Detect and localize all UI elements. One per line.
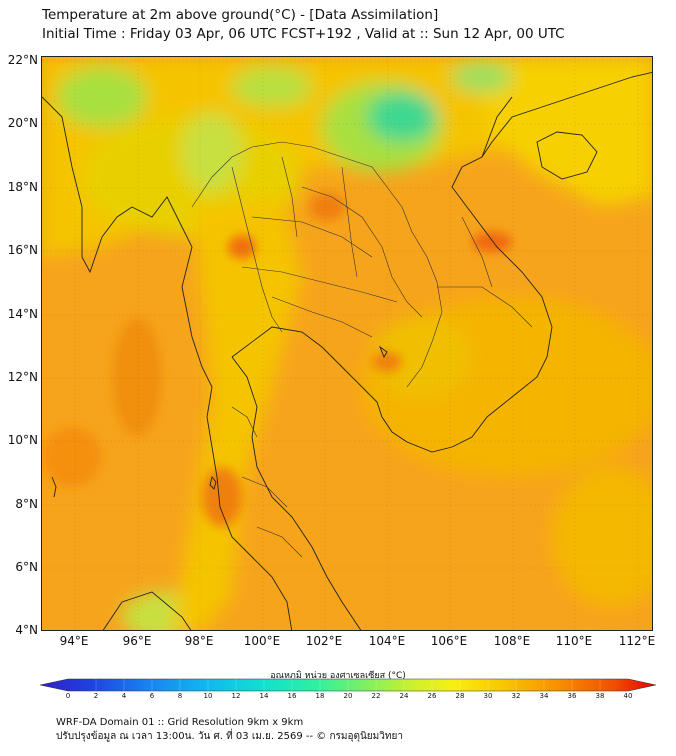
colorbar-tick: 38	[595, 692, 605, 700]
lat-label-10n: 10°N	[7, 433, 38, 447]
colorbar-tick: 10	[203, 692, 213, 700]
colorbar-tick: 18	[315, 692, 325, 700]
lon-label-102e: 102°E	[305, 634, 343, 648]
coastlines	[42, 71, 652, 630]
lat-label-12n: 12°N	[7, 370, 38, 384]
lat-label-22n: 22°N	[7, 53, 38, 67]
colorbar-tick: 6	[149, 692, 155, 700]
colorbar-tick: 40	[623, 692, 633, 700]
colorbar-caption: อุณหภูมิ หน่วย องศาเซลเซียส (°C)	[270, 671, 406, 681]
map-canvas	[42, 57, 652, 630]
title-line-1: Temperature at 2m above ground(°C) - [Da…	[42, 7, 439, 23]
warm-spots	[42, 193, 512, 527]
lat-label-20n: 20°N	[7, 116, 38, 130]
colorbar-tick: 36	[567, 692, 577, 700]
colorbar-tick: 22	[371, 692, 381, 700]
lon-label-112e: 112°E	[618, 634, 656, 648]
lon-label-94e: 94°E	[59, 634, 89, 648]
borders	[191, 141, 533, 558]
title-line-2: Initial Time : Friday 03 Apr, 06 UTC FCS…	[42, 26, 565, 42]
colorbar-tick: 34	[539, 692, 549, 700]
colorbar-tick: 26	[427, 692, 437, 700]
colorbar-tick: 8	[177, 692, 183, 700]
footer-line-2: ปรับปรุงข้อมูล ณ เวลา 13:00น. วัน ศ. ที่…	[56, 731, 403, 742]
map-title: Temperature at 2m above ground(°C) - [Da…	[42, 6, 565, 44]
colorbar-divisions	[95, 679, 601, 691]
lon-label-104e: 104°E	[368, 634, 406, 648]
lon-label-96e: 96°E	[122, 634, 152, 648]
footer: WRF-DA Domain 01 :: Grid Resolution 9km …	[56, 716, 403, 744]
temperature-field	[42, 57, 652, 630]
lat-label-16n: 16°N	[7, 243, 38, 257]
temperature-map	[41, 56, 653, 631]
lat-label-8n: 8°N	[15, 497, 38, 511]
colorbar-tick: 14	[259, 692, 269, 700]
colorbar-tick: 16	[287, 692, 297, 700]
footer-line-1: WRF-DA Domain 01 :: Grid Resolution 9km …	[56, 717, 304, 728]
colorbar-tick: 2	[93, 692, 99, 700]
colorbar-tick: 20	[343, 692, 353, 700]
lat-label-6n: 6°N	[15, 560, 38, 574]
lon-label-108e: 108°E	[493, 634, 531, 648]
colorbar-tick: 4	[121, 692, 127, 700]
colorbar-tick: 0	[65, 692, 71, 700]
lat-label-18n: 18°N	[7, 180, 38, 194]
lon-label-106e: 106°E	[430, 634, 468, 648]
colorbar-tick: 32	[511, 692, 521, 700]
graticule	[42, 57, 652, 630]
lon-label-98e: 98°E	[184, 634, 214, 648]
lon-label-110e: 110°E	[555, 634, 593, 648]
lat-label-14n: 14°N	[7, 307, 38, 321]
colorbar-tick: 28	[455, 692, 465, 700]
colorbar-tick: 24	[399, 692, 409, 700]
colorbar-tick: 12	[231, 692, 241, 700]
lat-label-4n: 4°N	[15, 623, 38, 637]
lon-label-100e: 100°E	[243, 634, 281, 648]
colorbar-tick: 30	[483, 692, 493, 700]
colorbar	[40, 678, 656, 692]
